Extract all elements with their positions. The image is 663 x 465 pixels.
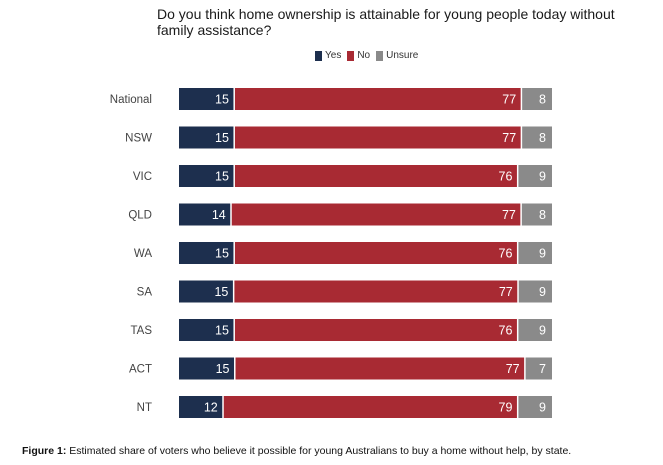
value-label-yes-nsw: 15 (215, 131, 229, 145)
value-label-yes-act: 15 (216, 362, 230, 376)
bar-no-wa (234, 242, 517, 264)
value-label-no-act: 77 (506, 362, 520, 376)
bar-no-nsw (234, 126, 521, 149)
legend-entry-unsure: Unsure (376, 50, 418, 61)
value-label-no-national: 77 (502, 93, 516, 107)
value-label-unsure-act: 7 (539, 362, 546, 376)
legend-label-no: No (357, 50, 371, 61)
bar-unsure-sa (518, 280, 552, 303)
value-label-unsure-wa: 9 (539, 247, 546, 261)
legend-label-yes: Yes (325, 50, 342, 61)
bar-yes-wa (179, 242, 234, 264)
bar-yes-vic (179, 165, 234, 187)
category-label-national: National (110, 94, 152, 106)
bar-unsure-act (525, 357, 552, 380)
bar-yes-act (179, 357, 235, 380)
stacked-bar-chart: National 15 77 8 NSW 15 77 8 VIC 15 76 9 QLD 14 77 8 WA 1… (110, 88, 552, 418)
legend-swatch-no (347, 50, 355, 61)
legend-swatch-unsure (376, 50, 384, 61)
chart-title: Do you think home ownership is attainabl… (157, 6, 615, 38)
value-label-no-wa: 76 (499, 247, 513, 261)
bar-no-sa (234, 280, 518, 303)
value-label-unsure-vic: 9 (539, 170, 546, 184)
value-label-no-sa: 77 (499, 285, 513, 299)
bar-unsure-tas (518, 319, 552, 341)
value-label-unsure-tas: 9 (539, 324, 546, 338)
category-label-wa: WA (134, 248, 152, 260)
category-label-qld: QLD (128, 210, 152, 222)
bar-unsure-vic (518, 165, 552, 187)
value-label-unsure-national: 8 (539, 93, 546, 107)
category-label-nt: NT (137, 402, 152, 414)
value-label-no-tas: 76 (499, 324, 513, 338)
category-label-nsw: NSW (125, 133, 152, 145)
legend: Yes No Unsure (315, 50, 424, 61)
category-label-act: ACT (129, 364, 152, 376)
value-label-no-nt: 79 (499, 401, 513, 415)
bar-no-national (234, 88, 521, 110)
value-label-unsure-nt: 9 (539, 401, 546, 415)
value-label-unsure-qld: 8 (539, 208, 546, 222)
value-label-yes-qld: 14 (212, 208, 226, 222)
bar-yes-qld (179, 203, 231, 226)
bar-unsure-national (522, 88, 552, 110)
bar-yes-sa (179, 280, 233, 303)
caption-label: Figure 1: (22, 445, 67, 457)
caption-text: Estimated share of voters who believe it… (66, 445, 572, 457)
legend-entry-no: No (347, 50, 370, 61)
value-label-no-nsw: 77 (502, 131, 516, 145)
value-label-unsure-sa: 9 (539, 285, 546, 299)
bar-no-tas (234, 319, 517, 341)
bar-yes-nt (179, 396, 223, 418)
value-label-yes-nt: 12 (204, 401, 218, 415)
value-label-yes-vic: 15 (215, 170, 229, 184)
bar-no-act (235, 357, 525, 380)
value-label-yes-national: 15 (215, 93, 229, 107)
legend-label-unsure: Unsure (386, 50, 419, 61)
value-label-yes-sa: 15 (214, 285, 228, 299)
bar-yes-national (179, 88, 234, 110)
bar-no-vic (234, 165, 517, 187)
value-label-unsure-nsw: 8 (539, 131, 546, 145)
bar-unsure-wa (518, 242, 552, 264)
figure-caption: Figure 1: Estimated share of voters who … (22, 445, 571, 457)
value-label-no-vic: 76 (499, 170, 513, 184)
legend-entry-yes: Yes (315, 50, 341, 61)
category-label-tas: TAS (130, 325, 152, 337)
category-label-sa: SA (137, 287, 153, 299)
bar-yes-nsw (179, 126, 234, 149)
value-label-yes-wa: 15 (215, 247, 229, 261)
bar-unsure-qld (521, 203, 552, 226)
bar-unsure-nt (518, 396, 552, 418)
bar-yes-tas (179, 319, 234, 341)
category-label-vic: VIC (133, 171, 152, 183)
bar-unsure-nsw (522, 126, 552, 149)
legend-swatch-yes (315, 50, 322, 61)
value-label-no-qld: 77 (502, 208, 516, 222)
bar-no-nt (223, 396, 517, 418)
value-label-yes-tas: 15 (215, 324, 229, 338)
bar-no-qld (231, 203, 521, 226)
